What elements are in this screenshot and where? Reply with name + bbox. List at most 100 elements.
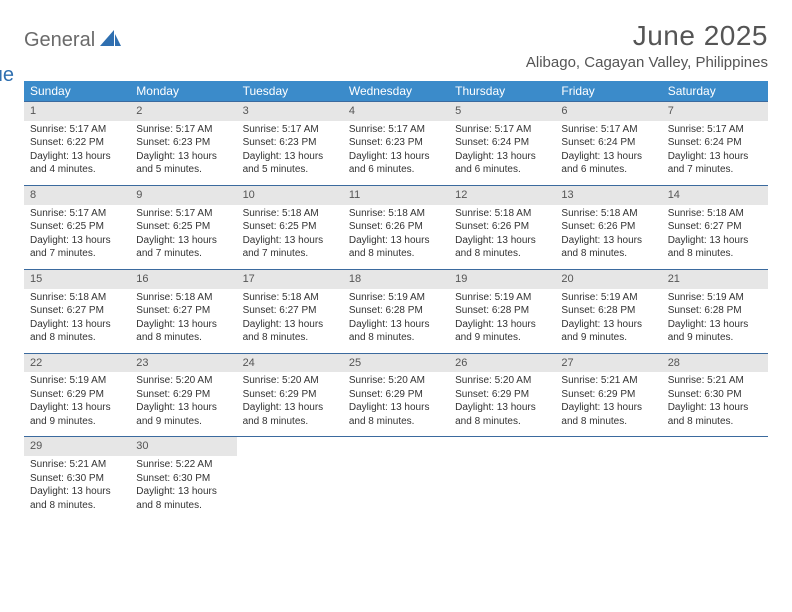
daylight-line2: and 8 minutes.: [349, 247, 443, 261]
location: Alibago, Cagayan Valley, Philippines: [526, 54, 768, 71]
daylight-line1: Daylight: 13 hours: [136, 150, 230, 164]
logo-text-blue: Blue: [0, 64, 72, 87]
sunset-text: Sunset: 6:23 PM: [243, 136, 337, 150]
sunrise-text: Sunrise: 5:19 AM: [30, 374, 124, 388]
sunrise-text: Sunrise: 5:19 AM: [349, 291, 443, 305]
dow-sat: Saturday: [662, 81, 768, 102]
day-body: Sunrise: 5:20 AMSunset: 6:29 PMDaylight:…: [237, 372, 343, 436]
day-number: 17: [237, 270, 343, 289]
daylight-line1: Daylight: 13 hours: [349, 234, 443, 248]
sunset-text: Sunset: 6:28 PM: [561, 304, 655, 318]
day-cell: 20Sunrise: 5:19 AMSunset: 6:28 PMDayligh…: [555, 269, 661, 353]
sunrise-text: Sunrise: 5:21 AM: [561, 374, 655, 388]
sunset-text: Sunset: 6:30 PM: [668, 388, 762, 402]
daylight-line1: Daylight: 13 hours: [243, 318, 337, 332]
daylight-line2: and 7 minutes.: [243, 247, 337, 261]
sunset-text: Sunset: 6:29 PM: [349, 388, 443, 402]
sunset-text: Sunset: 6:24 PM: [561, 136, 655, 150]
day-cell: 30Sunrise: 5:22 AMSunset: 6:30 PMDayligh…: [130, 437, 236, 520]
daylight-line2: and 6 minutes.: [455, 163, 549, 177]
daylight-line2: and 8 minutes.: [668, 247, 762, 261]
day-body: Sunrise: 5:17 AMSunset: 6:24 PMDaylight:…: [662, 121, 768, 185]
daylight-line2: and 6 minutes.: [349, 163, 443, 177]
daylight-line1: Daylight: 13 hours: [243, 150, 337, 164]
day-of-week-row: Sunday Monday Tuesday Wednesday Thursday…: [24, 81, 768, 102]
day-number: 3: [237, 102, 343, 121]
sunset-text: Sunset: 6:24 PM: [668, 136, 762, 150]
sunrise-text: Sunrise: 5:20 AM: [243, 374, 337, 388]
day-body: Sunrise: 5:21 AMSunset: 6:30 PMDaylight:…: [662, 372, 768, 436]
dow-thu: Thursday: [449, 81, 555, 102]
day-body: Sunrise: 5:20 AMSunset: 6:29 PMDaylight:…: [449, 372, 555, 436]
day-number: 15: [24, 270, 130, 289]
day-number: 11: [343, 186, 449, 205]
day-number: 18: [343, 270, 449, 289]
day-number: 2: [130, 102, 236, 121]
sunset-text: Sunset: 6:28 PM: [455, 304, 549, 318]
sunset-text: Sunset: 6:29 PM: [136, 388, 230, 402]
day-number: 29: [24, 437, 130, 456]
day-number: 14: [662, 186, 768, 205]
logo-text-general: General: [24, 29, 95, 51]
day-number: 4: [343, 102, 449, 121]
sunrise-text: Sunrise: 5:17 AM: [243, 123, 337, 137]
daylight-line2: and 7 minutes.: [30, 247, 124, 261]
daylight-line2: and 8 minutes.: [668, 415, 762, 429]
daylight-line2: and 4 minutes.: [30, 163, 124, 177]
daylight-line2: and 8 minutes.: [243, 415, 337, 429]
day-cell: 1Sunrise: 5:17 AMSunset: 6:22 PMDaylight…: [24, 102, 130, 186]
day-cell: [555, 437, 661, 520]
day-body: Sunrise: 5:18 AMSunset: 6:26 PMDaylight:…: [449, 205, 555, 269]
daylight-line2: and 8 minutes.: [455, 415, 549, 429]
sunset-text: Sunset: 6:26 PM: [561, 220, 655, 234]
week-row: 15Sunrise: 5:18 AMSunset: 6:27 PMDayligh…: [24, 269, 768, 353]
day-cell: 26Sunrise: 5:20 AMSunset: 6:29 PMDayligh…: [449, 353, 555, 437]
day-cell: 8Sunrise: 5:17 AMSunset: 6:25 PMDaylight…: [24, 185, 130, 269]
daylight-line1: Daylight: 13 hours: [136, 318, 230, 332]
daylight-line2: and 8 minutes.: [30, 331, 124, 345]
day-body: Sunrise: 5:22 AMSunset: 6:30 PMDaylight:…: [130, 456, 236, 520]
daylight-line2: and 8 minutes.: [30, 499, 124, 513]
day-body: Sunrise: 5:17 AMSunset: 6:25 PMDaylight:…: [24, 205, 130, 269]
calendar-table: Sunday Monday Tuesday Wednesday Thursday…: [24, 81, 768, 520]
daylight-line2: and 7 minutes.: [136, 247, 230, 261]
day-cell: 2Sunrise: 5:17 AMSunset: 6:23 PMDaylight…: [130, 102, 236, 186]
day-cell: [237, 437, 343, 520]
day-body: Sunrise: 5:17 AMSunset: 6:22 PMDaylight:…: [24, 121, 130, 185]
daylight-line1: Daylight: 13 hours: [136, 401, 230, 415]
day-number: 23: [130, 354, 236, 373]
day-cell: 19Sunrise: 5:19 AMSunset: 6:28 PMDayligh…: [449, 269, 555, 353]
day-cell: 28Sunrise: 5:21 AMSunset: 6:30 PMDayligh…: [662, 353, 768, 437]
day-cell: [449, 437, 555, 520]
daylight-line2: and 9 minutes.: [136, 415, 230, 429]
sunset-text: Sunset: 6:25 PM: [136, 220, 230, 234]
month-title: June 2025: [526, 20, 768, 52]
day-cell: 6Sunrise: 5:17 AMSunset: 6:24 PMDaylight…: [555, 102, 661, 186]
daylight-line1: Daylight: 13 hours: [136, 234, 230, 248]
day-body: Sunrise: 5:17 AMSunset: 6:24 PMDaylight:…: [449, 121, 555, 185]
logo: General Blue: [24, 20, 122, 75]
daylight-line2: and 8 minutes.: [136, 331, 230, 345]
daylight-line2: and 9 minutes.: [668, 331, 762, 345]
day-cell: 29Sunrise: 5:21 AMSunset: 6:30 PMDayligh…: [24, 437, 130, 520]
week-row: 22Sunrise: 5:19 AMSunset: 6:29 PMDayligh…: [24, 353, 768, 437]
sunrise-text: Sunrise: 5:21 AM: [668, 374, 762, 388]
day-number: 6: [555, 102, 661, 121]
day-cell: [343, 437, 449, 520]
day-number: 1: [24, 102, 130, 121]
daylight-line1: Daylight: 13 hours: [349, 150, 443, 164]
day-number: 16: [130, 270, 236, 289]
sunset-text: Sunset: 6:26 PM: [349, 220, 443, 234]
day-body: Sunrise: 5:21 AMSunset: 6:29 PMDaylight:…: [555, 372, 661, 436]
day-body: Sunrise: 5:20 AMSunset: 6:29 PMDaylight:…: [130, 372, 236, 436]
day-cell: 3 Sunrise: 5:17 AMSunset: 6:23 PMDaylight…: [237, 102, 343, 186]
day-number-empty: [237, 437, 343, 456]
day-body: Sunrise: 5:17 AMSunset: 6:23 PMDaylight:…: [130, 121, 236, 185]
day-number: 10: [237, 186, 343, 205]
sunrise-text: Sunrise: 5:19 AM: [668, 291, 762, 305]
sunrise-text: Sunrise: 5:20 AM: [136, 374, 230, 388]
sunset-text: Sunset: 6:27 PM: [668, 220, 762, 234]
day-number: 28: [662, 354, 768, 373]
daylight-line2: and 7 minutes.: [668, 163, 762, 177]
daylight-line2: and 8 minutes.: [561, 247, 655, 261]
